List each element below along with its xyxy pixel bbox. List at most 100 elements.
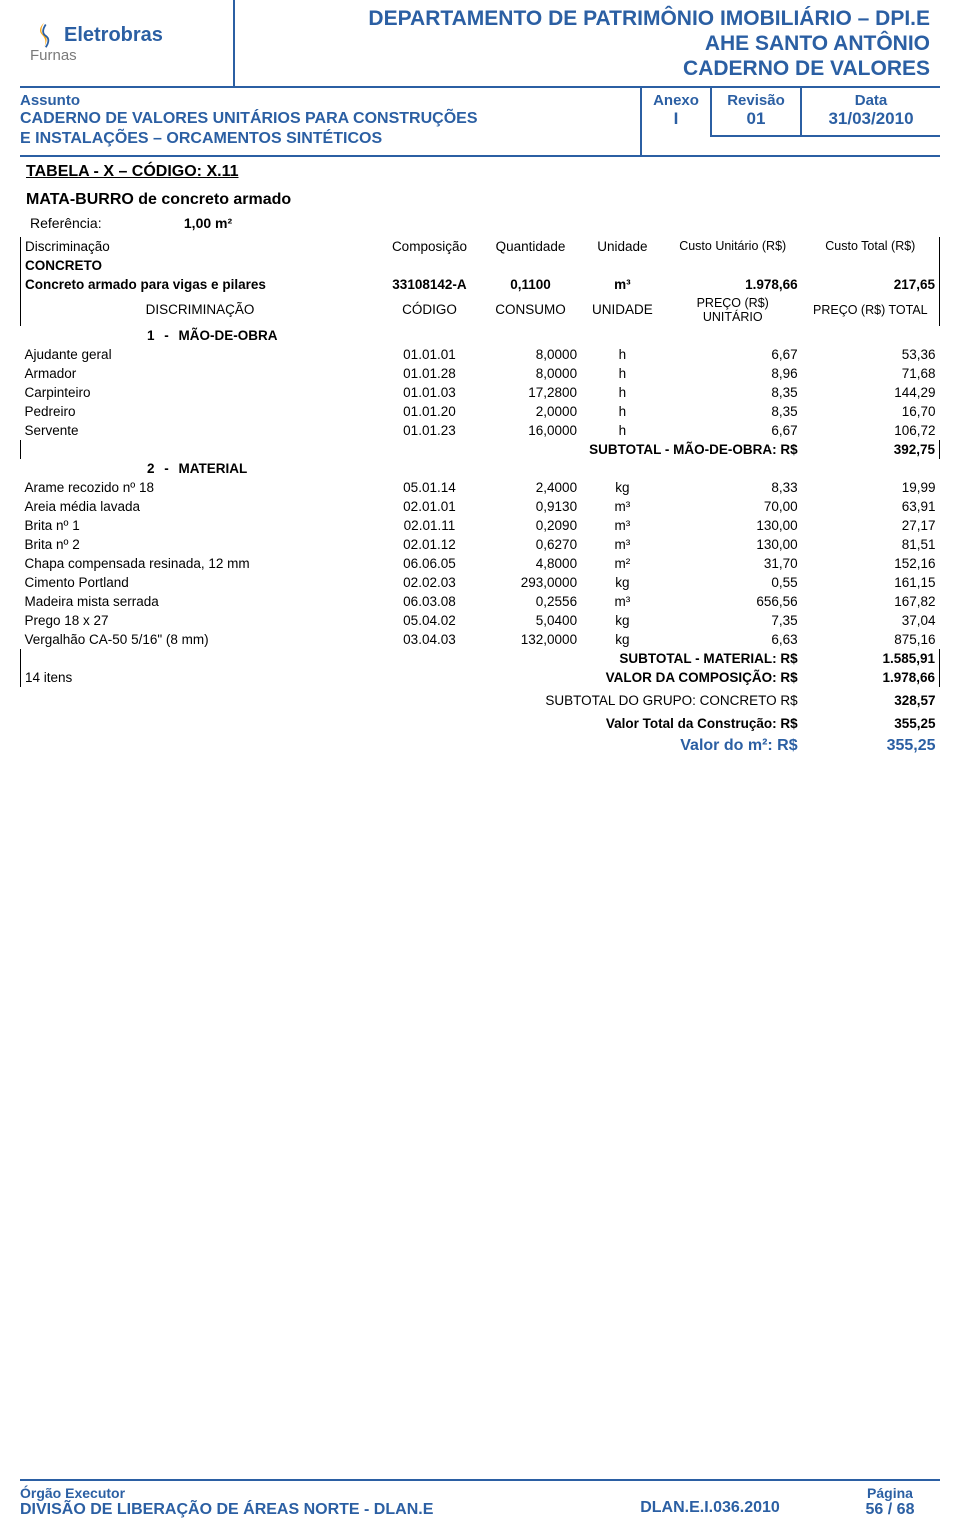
tabela-code: TABELA - X – CÓDIGO: X.11 (20, 157, 940, 185)
assunto-label: Assunto (20, 92, 634, 109)
subtotal-1-value: 392,75 (802, 440, 940, 459)
pagina-value: 56 / 68 (840, 1501, 940, 1519)
row-unit: 8,96 (664, 364, 802, 383)
row-unit: 130,00 (664, 516, 802, 535)
logo-sub: Furnas (30, 47, 163, 64)
anexo-label: Anexo (650, 92, 702, 109)
col-unidade: Unidade (581, 237, 664, 256)
logo-stack: Eletrobras Furnas (30, 21, 163, 64)
row-total: 875,16 (802, 630, 940, 649)
row-desc: Madeira mista serrada (21, 592, 379, 611)
row-codigo: 02.01.11 (379, 516, 480, 535)
row-consumo: 17,2800 (480, 383, 581, 402)
row-unit: 8,35 (664, 402, 802, 421)
row-total: 63,91 (802, 497, 940, 516)
row-un: m³ (581, 592, 664, 611)
group-desc: Concreto armado para vigas e pilares (21, 275, 379, 294)
section-2-title: 2 - MATERIAL (21, 459, 940, 478)
group-codigo: 33108142-A (379, 275, 480, 294)
subtotal-2-row: SUBTOTAL - MATERIAL: R$ 1.585,91 (21, 649, 940, 668)
row-desc: Armador (21, 364, 379, 383)
row-desc: Brita nº 1 (21, 516, 379, 535)
title-line-1: DEPARTAMENTO DE PATRIMÔNIO IMOBILIÁRIO –… (245, 6, 930, 31)
row-un: m³ (581, 535, 664, 554)
data-box: Data 31/03/2010 (800, 88, 940, 137)
row-desc: Prego 18 x 27 (21, 611, 379, 630)
row-un: m³ (581, 516, 664, 535)
row-total: 53,36 (802, 345, 940, 364)
row-codigo: 03.04.03 (379, 630, 480, 649)
row-consumo: 8,0000 (480, 364, 581, 383)
group-label: CONCRETO (21, 256, 940, 275)
dcol-preco-total: PREÇO (R$) TOTAL (802, 294, 940, 326)
valor-comp-value: 1.978,66 (802, 668, 940, 687)
table-row: Areia média lavada02.01.010,9130m³70,006… (21, 497, 940, 516)
assunto-line-2: E INSTALAÇÕES – ORCAMENTOS SINTÉTICOS (20, 129, 634, 149)
row-un: kg (581, 611, 664, 630)
title-line-3: CADERNO DE VALORES (245, 56, 930, 81)
dcol-unidade: UNIDADE (581, 294, 664, 326)
logo-icon (30, 21, 58, 49)
row-consumo: 2,0000 (480, 402, 581, 421)
row-codigo: 01.01.20 (379, 402, 480, 421)
col-discriminacao: Discriminação (21, 237, 379, 256)
orgao-value: DIVISÃO DE LIBERAÇÃO DE ÁREAS NORTE - DL… (20, 1501, 580, 1519)
col-custo-unit: Custo Unitário (R$) (664, 237, 802, 256)
group-unit: 1.978,66 (664, 275, 802, 294)
row-desc: Chapa compensada resinada, 12 mm (21, 554, 379, 573)
revisao-value: 01 (720, 109, 792, 129)
table-row: Armador01.01.288,0000h8,9671,68 (21, 364, 940, 383)
row-consumo: 16,0000 (480, 421, 581, 440)
row-total: 37,04 (802, 611, 940, 630)
row-desc: Carpinteiro (21, 383, 379, 402)
table-row: Pedreiro01.01.202,0000h8,3516,70 (21, 402, 940, 421)
row-total: 167,82 (802, 592, 940, 611)
row-codigo: 01.01.23 (379, 421, 480, 440)
row-consumo: 5,0400 (480, 611, 581, 630)
row-un: m² (581, 554, 664, 573)
row-codigo: 01.01.01 (379, 345, 480, 364)
row-total: 152,16 (802, 554, 940, 573)
row-unit: 6,63 (664, 630, 802, 649)
anexo-box: Anexo I (640, 88, 710, 155)
valor-total-value: 355,25 (802, 710, 940, 733)
data-label: Data (810, 92, 932, 109)
subtotal-grupo-value: 328,57 (802, 687, 940, 710)
row-unit: 7,35 (664, 611, 802, 630)
row-codigo: 05.04.02 (379, 611, 480, 630)
row-consumo: 0,2556 (480, 592, 581, 611)
referencia-label: Referência: (30, 215, 180, 231)
row-un: h (581, 383, 664, 402)
meta-right-stack: Revisão 01 Data 31/03/2010 (710, 88, 940, 155)
valor-comp-row: 14 itens VALOR DA COMPOSIÇÃO: R$ 1.978,6… (21, 668, 940, 687)
referencia-value: 1,00 m² (184, 215, 232, 231)
subtotal-grupo-label: SUBTOTAL DO GRUPO: CONCRETO R$ (21, 687, 802, 710)
row-un: kg (581, 630, 664, 649)
row-total: 81,51 (802, 535, 940, 554)
col-quantidade: Quantidade (480, 237, 581, 256)
row-un: kg (581, 478, 664, 497)
row-desc: Areia média lavada (21, 497, 379, 516)
subtotal-1-row: SUBTOTAL - MÃO-DE-OBRA: R$ 392,75 (21, 440, 940, 459)
valor-comp-label: VALOR DA COMPOSIÇÃO: R$ (379, 668, 802, 687)
item-title: MATA-BURRO de concreto armado (20, 185, 940, 213)
row-unit: 6,67 (664, 421, 802, 440)
anexo-value: I (650, 109, 702, 129)
section-2-header: 2 - MATERIAL (21, 459, 940, 478)
doc-ref: DLAN.E.I.036.2010 (580, 1499, 840, 1519)
data-value: 31/03/2010 (810, 109, 932, 129)
section-1-header: 1 - MÃO-DE-OBRA (21, 326, 940, 345)
row-desc: Pedreiro (21, 402, 379, 421)
row-unit: 8,33 (664, 478, 802, 497)
row-un: m³ (581, 497, 664, 516)
dcol-codigo: CÓDIGO (379, 294, 480, 326)
table-row: Vergalhão CA-50 5/16" (8 mm)03.04.03132,… (21, 630, 940, 649)
page: Eletrobras Furnas DEPARTAMENTO DE PATRIM… (0, 0, 960, 1529)
valor-m2-value: 355,25 (802, 733, 940, 757)
col-custo-total: Custo Total (R$) (802, 237, 940, 256)
row-desc: Ajudante geral (21, 345, 379, 364)
subtotal-grupo-row: SUBTOTAL DO GRUPO: CONCRETO R$ 328,57 (21, 687, 940, 710)
row-codigo: 06.06.05 (379, 554, 480, 573)
row-codigo: 01.01.03 (379, 383, 480, 402)
table-row: Brita nº 102.01.110,2090m³130,0027,17 (21, 516, 940, 535)
